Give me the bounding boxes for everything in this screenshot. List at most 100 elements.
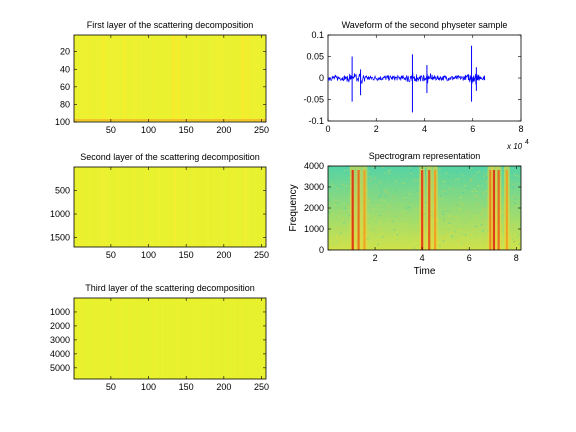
chart-title: Third layer of the scattering decomposit…	[85, 283, 255, 293]
spectrogram-speckle	[348, 169, 351, 171]
heatmap-column	[236, 298, 240, 379]
spectrogram-speckle	[517, 197, 519, 199]
spectrogram-speckle	[445, 192, 448, 194]
spectrogram-speckle	[510, 247, 512, 249]
heatmap-column	[170, 167, 174, 247]
spectrogram-speckle	[394, 179, 397, 181]
spectrogram-speckle	[368, 226, 371, 228]
spectrogram-speckle	[408, 167, 411, 169]
heatmap-column	[209, 167, 213, 247]
x-tick-label: 100	[141, 382, 156, 392]
spectrogram-speckle	[347, 226, 350, 228]
spectrogram-speckle	[388, 169, 391, 171]
heatmap-column	[230, 167, 234, 247]
spectrogram-speckle	[394, 199, 397, 202]
heatmap-column	[152, 167, 156, 247]
heatmap-column	[113, 167, 117, 247]
spectrogram-speckle	[486, 173, 488, 176]
heatmap-column	[146, 298, 150, 379]
spectrogram-speckle	[516, 236, 519, 239]
x-tick-label: 6	[470, 124, 475, 134]
spectrogram-speckle	[519, 182, 521, 184]
spectrogram-speckle	[381, 192, 383, 194]
heatmap-column	[200, 167, 204, 247]
spectrogram-speckle	[464, 185, 466, 187]
heatmap-column	[149, 167, 153, 247]
heatmap-column	[107, 167, 111, 247]
spectrogram-speckle	[403, 182, 406, 184]
spectrogram-click-column	[363, 170, 366, 250]
heatmap-column	[116, 167, 120, 247]
spectrogram-speckle	[386, 188, 388, 191]
spectrogram-speckle	[515, 197, 518, 199]
spectrogram-speckle	[367, 231, 369, 234]
spectrogram-click-column	[351, 170, 354, 250]
spectrogram-speckle	[383, 200, 386, 203]
heatmap-column	[242, 298, 246, 379]
heatmap-column	[146, 167, 150, 247]
spectrogram-speckle	[448, 188, 450, 190]
spectrogram-speckle	[511, 238, 514, 240]
spectrogram-speckle	[442, 213, 444, 216]
heatmap-column	[77, 35, 81, 122]
spectrogram-speckle	[331, 212, 334, 215]
heatmap-column	[74, 35, 78, 122]
spectrogram-speckle	[394, 236, 396, 238]
chart-title: First layer of the scattering decomposit…	[87, 20, 254, 30]
spectrogram-speckle	[378, 195, 381, 197]
spectrogram-speckle	[470, 233, 472, 236]
spectrogram-speckle	[440, 195, 442, 197]
heatmap-column	[140, 167, 144, 247]
heatmap-column	[86, 35, 90, 122]
spectrogram-speckle	[380, 199, 382, 201]
spectrogram-speckle	[480, 213, 482, 216]
heatmap-column	[86, 167, 90, 247]
spectrogram-speckle	[384, 172, 386, 174]
x-tick-label: 2	[374, 124, 379, 134]
x-tick-label: 8	[518, 124, 523, 134]
heatmap-band	[246, 35, 250, 122]
spectrogram-speckle	[386, 203, 388, 205]
spectrogram-speckle	[461, 243, 464, 245]
heatmap-band	[101, 167, 105, 247]
spectrogram-speckle	[406, 180, 409, 182]
spectrogram-speckle	[372, 166, 374, 168]
heatmap-column	[128, 298, 132, 379]
spectrogram-plot: 2 4 6 8 0 1000 2000 3000 4000 Spectrogram represe…	[288, 151, 522, 277]
spectrogram-speckle	[482, 229, 484, 232]
spectrogram-speckle	[410, 199, 413, 202]
spectrogram-speckle	[474, 225, 477, 228]
spectrogram-speckle	[455, 238, 457, 240]
spectrogram-speckle	[391, 180, 393, 183]
spectrogram-speckle	[413, 247, 416, 249]
heatmap-column	[110, 167, 114, 247]
heatmap-column	[200, 298, 204, 379]
spectrogram-speckle	[455, 204, 458, 206]
heatmap-column	[125, 35, 129, 122]
heatmap-column	[77, 298, 81, 379]
spectrogram-speckle	[449, 232, 452, 235]
spectrogram-speckle	[397, 238, 399, 240]
x-tick-label: 200	[216, 250, 231, 260]
spectrogram-speckle	[475, 190, 478, 192]
spectrogram-speckle	[466, 237, 469, 239]
x-tick-label: 50	[106, 125, 116, 135]
x-tick-label: 250	[254, 382, 269, 392]
spectrogram-speckle	[453, 217, 456, 219]
heatmap-first-layer: 50 100 150 200 250 20 40 60 80 100 First layer of …	[55, 20, 269, 135]
spectrogram-speckle	[437, 239, 439, 241]
spectrogram-speckle	[344, 215, 346, 217]
heatmap-column	[83, 167, 87, 247]
heatmap-column	[245, 167, 249, 247]
y-tick-label: 5000	[50, 363, 70, 373]
x-tick-label: 50	[106, 250, 116, 260]
heatmap-band	[243, 167, 247, 247]
spectrogram-speckle	[473, 234, 476, 237]
spectrogram-speckle	[410, 182, 412, 184]
heatmap-column	[260, 35, 264, 122]
heatmap-band	[122, 35, 127, 122]
heatmap-column	[176, 167, 180, 247]
spectrogram-speckle	[407, 235, 410, 238]
spectrogram-speckle	[335, 199, 337, 202]
x-tick-label: 150	[179, 125, 194, 135]
